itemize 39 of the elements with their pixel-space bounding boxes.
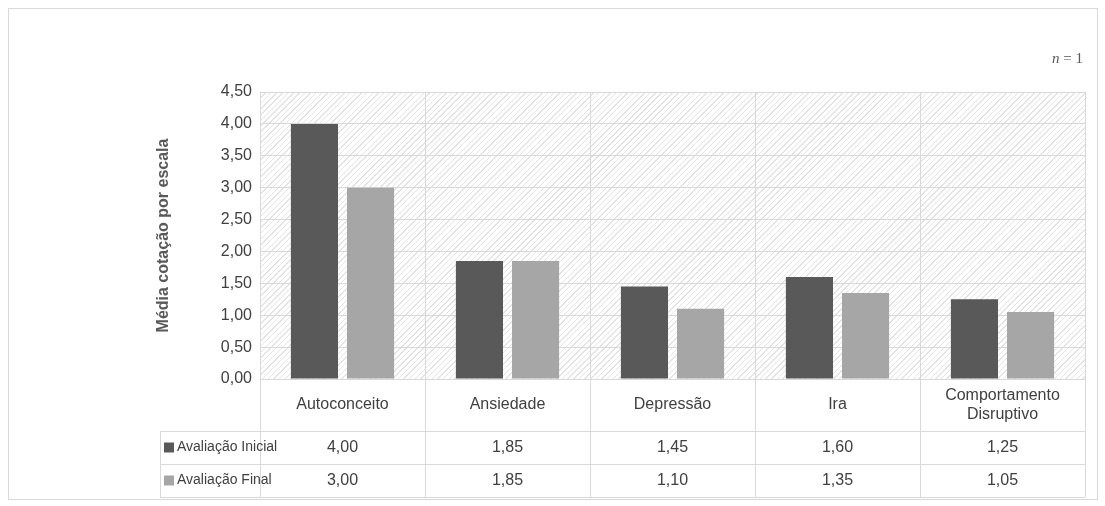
y-tick-label: 3,50: [220, 146, 253, 164]
y-tick-label: 3,00: [220, 178, 253, 196]
data-label: 1,60: [821, 437, 854, 455]
data-label: 1,10: [656, 470, 689, 488]
bar: [950, 299, 999, 379]
data-label: 1,25: [986, 437, 1019, 455]
bar: [346, 187, 395, 379]
data-label: 1,85: [491, 470, 524, 488]
bar: [455, 261, 504, 379]
legend-label: Avaliação Final: [177, 471, 272, 488]
legend-label: Avaliação Inicial: [177, 438, 278, 455]
bar: [620, 286, 669, 379]
y-tick-label: 4,00: [220, 114, 253, 132]
text: n = 1: [1052, 50, 1083, 67]
data-label: 3,00: [326, 470, 359, 488]
x-tick-label: Comportamento Disruptivo: [945, 385, 1060, 422]
y-axis-title: Média cotação por escala: [154, 138, 172, 333]
data-label: 1,45: [656, 437, 689, 455]
x-tick-label: Ira: [828, 395, 847, 413]
x-tick-label: Depressão: [633, 395, 712, 413]
bar: [511, 261, 560, 379]
y-tick-label: 0,00: [220, 369, 253, 387]
bar: [1006, 312, 1055, 379]
y-tick-label: 2,50: [220, 209, 253, 227]
y-tick-label: 1,00: [220, 305, 253, 323]
y-tick-label: 1,50: [220, 273, 253, 291]
bar: [290, 123, 339, 379]
data-label: 1,85: [491, 437, 524, 455]
data-label: 1,05: [986, 470, 1019, 488]
x-tick-label: Autoconceito: [296, 395, 389, 413]
data-label: 1,35: [821, 470, 854, 488]
y-tick-label: 2,00: [220, 241, 253, 259]
y-tick-label: 0,50: [220, 337, 253, 355]
bar: [676, 308, 725, 379]
y-tick-label: 4,50: [220, 82, 253, 100]
x-tick-label: Ansiedade: [469, 395, 546, 413]
data-label: 4,00: [326, 437, 359, 455]
bar: [841, 292, 890, 379]
bar: [785, 276, 834, 379]
